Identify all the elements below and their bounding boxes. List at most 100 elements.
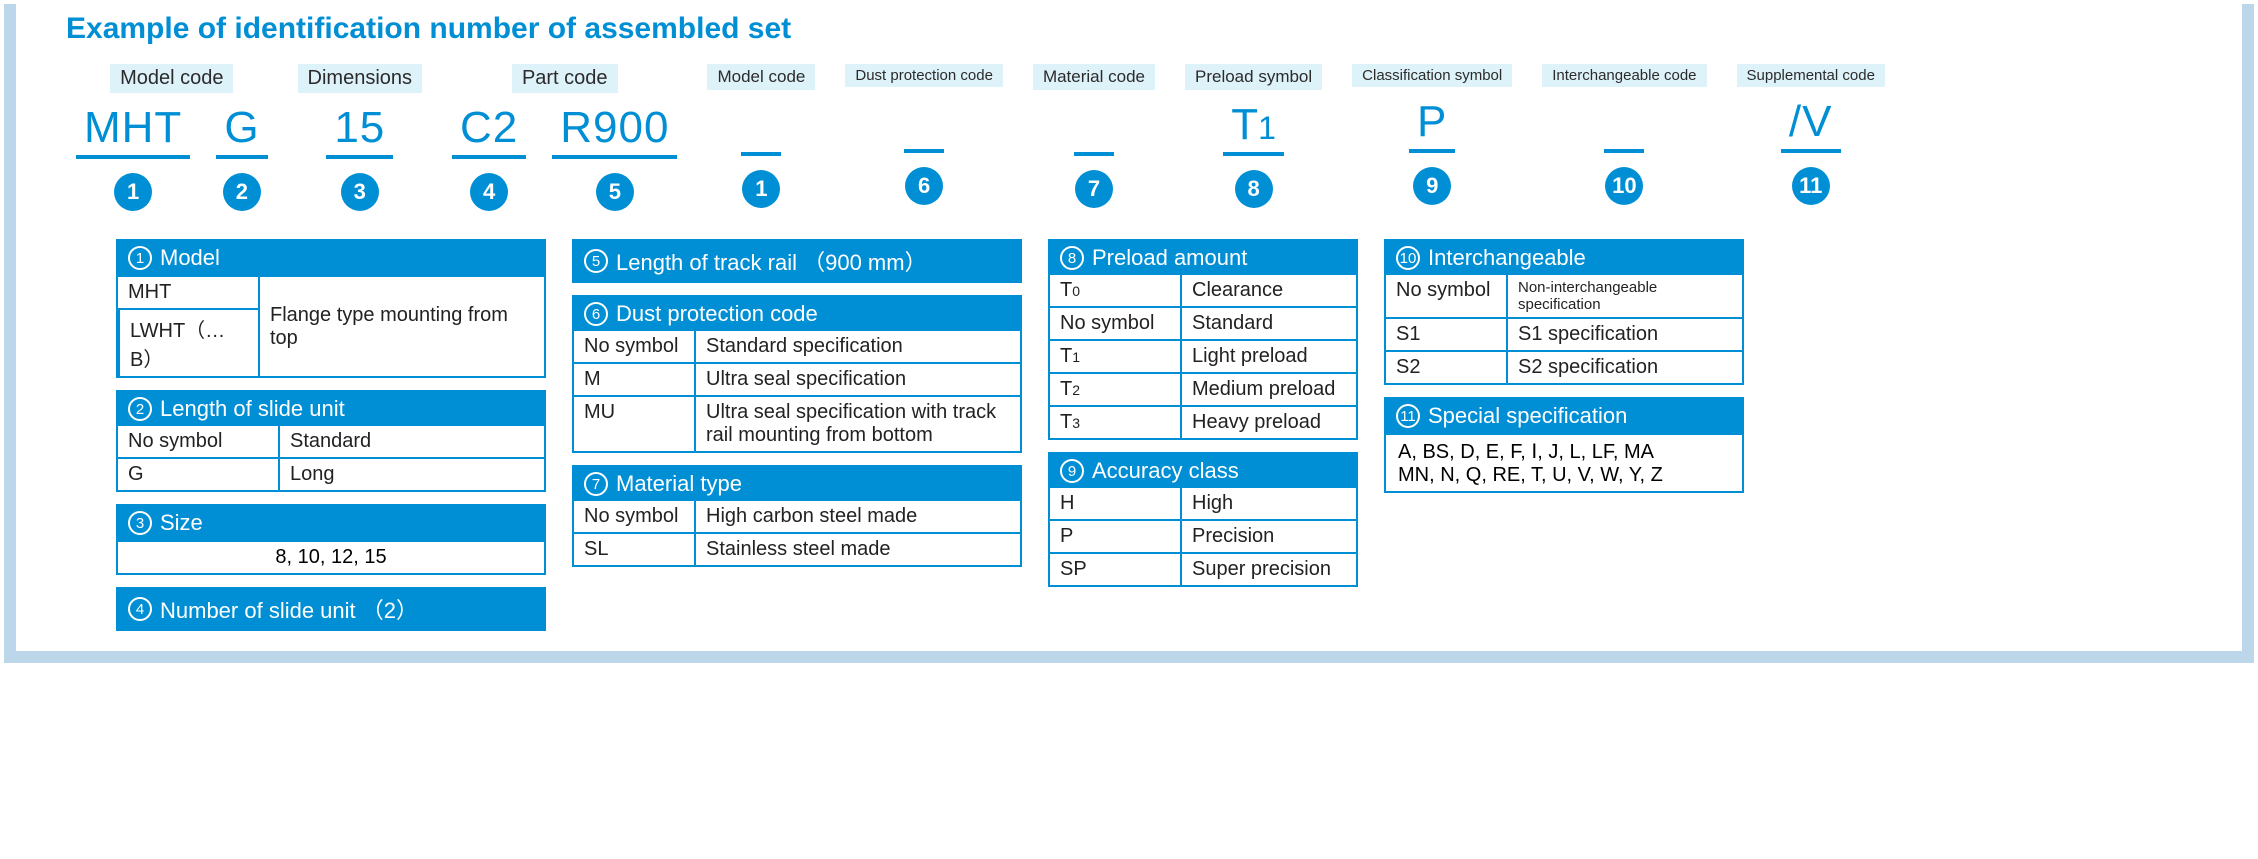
table-cell: No symbol (118, 426, 278, 457)
table-number-icon: 7 (584, 472, 608, 496)
table-cell: Super precision (1180, 554, 1356, 585)
table-row: T1Light preload (1050, 339, 1356, 372)
table-cell: T1 (1050, 341, 1180, 372)
code-breakdown-row: Model codeMHT1G2Dimensions153Part codeC2… (16, 64, 2242, 211)
table-row: T3Heavy preload (1050, 405, 1356, 438)
code-value (1074, 100, 1114, 156)
table-cell: H (1050, 488, 1180, 519)
table-row: S2S2 specification (1386, 350, 1742, 383)
table-cell: No symbol (1050, 308, 1180, 339)
table-number-icon: 4 (128, 597, 152, 621)
table-body-text: A, BS, D, E, F, Ⅰ, J, L, LF, MAMN, N, Q,… (1386, 433, 1742, 491)
table-cell: No symbol (574, 501, 694, 532)
table-title-text: Material type (616, 471, 742, 497)
table-row: No symbolStandard (1050, 306, 1356, 339)
table-cell: M (574, 364, 694, 395)
table-title: 3Size (118, 506, 544, 540)
table-row: T2Medium preload (1050, 372, 1356, 405)
legend-table: 10InterchangeableNo symbolNon-interchang… (1384, 239, 1744, 385)
code-value (741, 100, 781, 156)
table-cell: Light preload (1180, 341, 1356, 372)
code-column: 6 (904, 97, 944, 205)
table-row: GLong (118, 457, 544, 490)
table-title: 9Accuracy class (1050, 454, 1356, 488)
code-value: R900 (552, 103, 677, 159)
table-row: T0Clearance (1050, 275, 1356, 306)
code-column: R9005 (552, 103, 677, 211)
table-cell: Stainless steel made (694, 534, 1020, 565)
table-cell: T2 (1050, 374, 1180, 405)
table-cell: Precision (1180, 521, 1356, 552)
table-number-icon: 10 (1396, 246, 1420, 270)
table-number-icon: 11 (1396, 404, 1420, 428)
table-title: 4Number of slide unit （2） (118, 589, 544, 629)
legend-table: 8Preload amountT0ClearanceNo symbolStand… (1048, 239, 1358, 440)
code-group: Material code 7 (1033, 64, 1155, 208)
table-title-text: Special specification (1428, 403, 1627, 429)
table-body-text: 8, 10, 12, 15 (118, 540, 544, 573)
table-cell: T3 (1050, 407, 1180, 438)
table-cell: Ultra seal specification (694, 364, 1020, 395)
table-row: SPSuper precision (1050, 552, 1356, 585)
table-cell: T0 (1050, 275, 1180, 306)
table-cell: S1 (1386, 319, 1506, 350)
code-column: 7 (1074, 100, 1114, 208)
code-value: G (216, 103, 267, 159)
table-row: MUltra seal specification (574, 362, 1020, 395)
table-cell: G (118, 459, 278, 490)
table-title: 1Model (118, 241, 544, 275)
table-cell: Clearance (1180, 275, 1356, 306)
table-cell: S1 specification (1506, 319, 1742, 350)
table-number-icon: 5 (584, 249, 608, 273)
legend-table: 1ModelMHTLWHT（…B）Flange type mounting fr… (116, 239, 546, 378)
number-badge: 10 (1605, 167, 1643, 205)
main-title: Example of identification number of asse… (16, 4, 2242, 64)
legend-table: 4Number of slide unit （2） (116, 587, 546, 631)
code-column: MHT1 (76, 103, 190, 211)
code-header-label: Interchangeable code (1542, 64, 1706, 87)
number-badge: 8 (1235, 170, 1273, 208)
table-cell: Standard (278, 426, 544, 457)
table-cell: Standard (1180, 308, 1356, 339)
table-row: S1S1 specification (1386, 317, 1742, 350)
code-header-label: Classification symbol (1352, 64, 1512, 87)
table-cell: MHT (118, 277, 258, 308)
number-badge: 4 (470, 173, 508, 211)
table-title-text: Interchangeable (1428, 245, 1586, 271)
diagram-frame: Example of identification number of asse… (4, 4, 2254, 663)
table-title-text: Accuracy class (1092, 458, 1239, 484)
table-row: No symbolHigh carbon steel made (574, 501, 1020, 532)
table-cell: Heavy preload (1180, 407, 1356, 438)
table-number-icon: 8 (1060, 246, 1084, 270)
table-title: 2Length of slide unit (118, 392, 544, 426)
code-value: C2 (452, 103, 526, 159)
code-group: Interchangeable code 10 (1542, 64, 1706, 205)
code-value: 15 (326, 103, 393, 159)
table-cell: Non-interchangeable specification (1506, 275, 1742, 317)
table-row: PPrecision (1050, 519, 1356, 552)
table-cell: No symbol (574, 331, 694, 362)
code-header-label: Model code (110, 64, 233, 93)
code-value: /V (1781, 97, 1841, 153)
table-row: HHigh (1050, 488, 1356, 519)
code-group: Supplemental code/V11 (1737, 64, 1885, 205)
table-title: 5Length of track rail （900 mm） (574, 241, 1020, 281)
table-cell: S2 specification (1506, 352, 1742, 383)
number-badge: 9 (1413, 167, 1451, 205)
code-group: Classification symbolP9 (1352, 64, 1512, 205)
table-number-icon: 6 (584, 302, 608, 326)
table-number-icon: 3 (128, 511, 152, 535)
code-column: 153 (326, 103, 393, 211)
code-group: Part codeC24R9005 (452, 64, 677, 211)
legend-tables-zone: 1ModelMHTLWHT（…B）Flange type mounting fr… (16, 211, 2242, 631)
table-title: 11 Special specification (1386, 399, 1742, 433)
number-badge: 11 (1792, 167, 1830, 205)
table-title: 6Dust protection code (574, 297, 1020, 331)
table-cell: Ultra seal specification with track rail… (694, 397, 1020, 451)
code-group: Dimensions153 (298, 64, 422, 211)
code-group: Dust protection code 6 (845, 64, 1003, 205)
code-group: Model codeMHT1G2 (76, 64, 268, 211)
legend-table: 3Size8, 10, 12, 15 (116, 504, 546, 575)
code-value (1604, 97, 1644, 153)
tables-col-4: 10InterchangeableNo symbolNon-interchang… (1384, 239, 1744, 493)
